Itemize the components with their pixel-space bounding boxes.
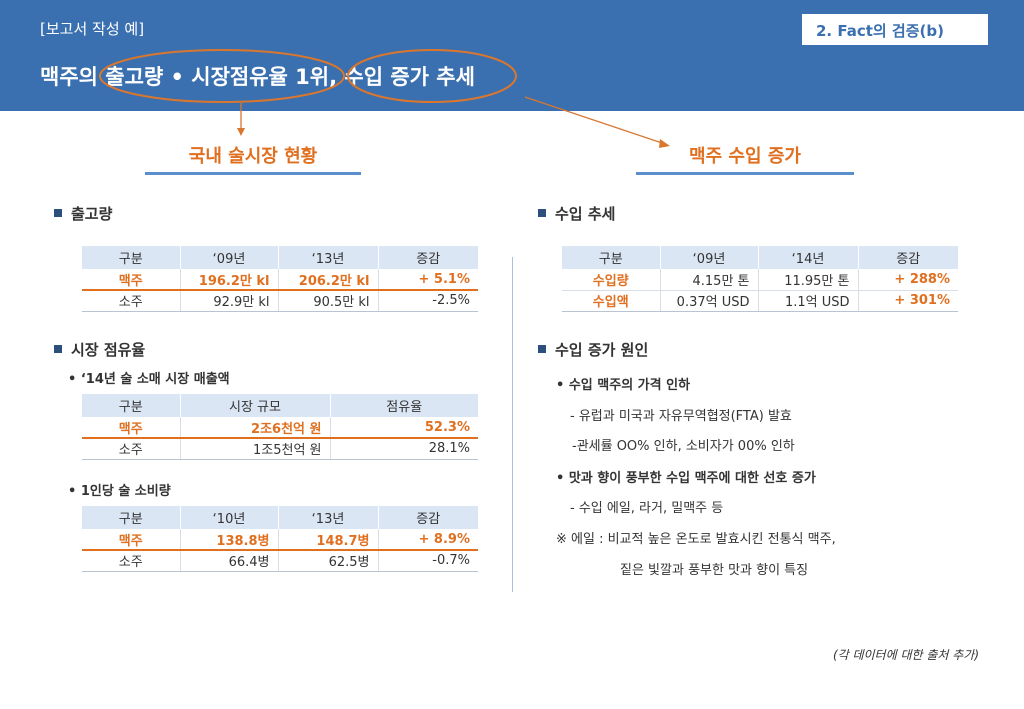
table-cell: 소주 [82, 438, 181, 460]
column-header: ‘13년 [278, 246, 379, 269]
left-section-underline [145, 172, 361, 175]
header-bar: [보고서 작성 예] 2. Fact의 검증(b) 맥주의 출고량 • 시장점유… [0, 0, 1024, 111]
table-cell: 138.8병 [180, 529, 279, 551]
table-cell: + 5.1% [378, 269, 478, 291]
table-cell: + 301% [858, 290, 958, 312]
table-row: 수입액 0.37억 USD 1.1억 USD + 301% [562, 290, 958, 312]
import-reason-heading: 수입 증가 원인 [538, 339, 648, 360]
column-header: ‘09년 [180, 246, 279, 269]
reason-line: • 수입 맥주의 가격 인하 [556, 378, 691, 393]
consumption-table: 구분 ‘10년 ‘13년 증감 맥주 138.8병 148.7병 + 8.9% … [82, 506, 478, 572]
table-cell: 90.5만 kl [278, 290, 379, 312]
table-cell: 148.7병 [278, 529, 379, 551]
shipment-table: 구분 ‘09년 ‘13년 증감 맥주 196.2만 kl 206.2만 kl +… [82, 246, 478, 312]
reason-line: - 수입 에일, 라거, 밀맥주 등 [570, 501, 724, 516]
table-cell: 소주 [82, 290, 181, 312]
table-row: 소주 66.4병 62.5병 -0.7% [82, 550, 478, 572]
table-row: 수입량 4.15만 톤 11.95만 톤 + 288% [562, 269, 958, 291]
market-share-heading: 시장 점유율 [54, 339, 145, 360]
table-cell: 2조6천억 원 [180, 417, 331, 439]
table-header-row: 구분 ‘10년 ‘13년 증감 [82, 506, 478, 529]
table-header-row: 구분 ‘09년 ‘13년 증감 [82, 246, 478, 269]
column-header: 구분 [82, 246, 181, 269]
table-cell: 맥주 [82, 529, 181, 551]
column-header: 증감 [858, 246, 958, 269]
shipment-heading: 출고량 [54, 203, 112, 224]
table-cell: 62.5병 [278, 550, 379, 572]
column-header: ‘14년 [758, 246, 859, 269]
square-bullet-icon [538, 209, 546, 217]
table-cell: 수입액 [562, 290, 661, 312]
table-cell: -0.7% [378, 550, 478, 572]
table-row: 소주 92.9만 kl 90.5만 kl -2.5% [82, 290, 478, 312]
column-header: ‘13년 [278, 506, 379, 529]
table-cell: + 288% [858, 269, 958, 291]
right-section-underline [636, 172, 854, 175]
table-cell: 소주 [82, 550, 181, 572]
table-cell: 1.1억 USD [758, 290, 859, 312]
table-cell: 수입량 [562, 269, 661, 291]
import-trend-heading: 수입 추세 [538, 203, 615, 224]
right-section-title: 맥주 수입 증가 [689, 146, 801, 167]
table-header-row: 구분 시장 규모 점유율 [82, 394, 478, 417]
retail-sales-table: 구분 시장 규모 점유율 맥주 2조6천억 원 52.3% 소주 1조5천억 원… [82, 394, 478, 460]
column-divider [512, 257, 513, 592]
column-header: 시장 규모 [180, 394, 331, 417]
table-cell: -2.5% [378, 290, 478, 312]
fact-label-box: 2. Fact의 검증(b) [802, 14, 988, 45]
table-cell: 0.37억 USD [660, 290, 759, 312]
table-cell: 52.3% [330, 417, 478, 439]
table-cell: 맥주 [82, 269, 181, 291]
footer-note: (각 데이터에 대한 출처 추가) [832, 648, 979, 662]
reason-line: • 맛과 향이 풍부한 수입 맥주에 대한 선호 증가 [556, 471, 816, 486]
table-row: 맥주 2조6천억 원 52.3% [82, 417, 478, 439]
table-row: 맥주 138.8병 148.7병 + 8.9% [82, 529, 478, 551]
column-header: 구분 [82, 394, 181, 417]
table-header-row: 구분 ‘09년 ‘14년 증감 [562, 246, 958, 269]
table-row: 맥주 196.2만 kl 206.2만 kl + 5.1% [82, 269, 478, 291]
reason-line: -관세률 OO% 인하, 소비자가 00% 인하 [572, 439, 795, 454]
left-section-title: 국내 술시장 현황 [188, 146, 318, 167]
table-cell: 4.15만 톤 [660, 269, 759, 291]
column-header: 증감 [378, 506, 478, 529]
column-header: ‘09년 [660, 246, 759, 269]
consumption-subheading: • 1인당 술 소비량 [68, 484, 171, 499]
import-trend-table: 구분 ‘09년 ‘14년 증감 수입량 4.15만 톤 11.95만 톤 + 2… [562, 246, 958, 312]
column-header: 구분 [82, 506, 181, 529]
reason-line: 짙은 빛깔과 풍부한 맛과 향이 특징 [620, 563, 809, 578]
table-cell: 92.9만 kl [180, 290, 279, 312]
column-header: 증감 [378, 246, 478, 269]
square-bullet-icon [54, 209, 62, 217]
table-row: 소주 1조5천억 원 28.1% [82, 438, 478, 460]
table-cell: 28.1% [330, 438, 478, 460]
retail-sales-subheading: • ‘14년 술 소매 시장 매출액 [68, 372, 230, 387]
table-cell: 66.4병 [180, 550, 279, 572]
square-bullet-icon [54, 345, 62, 353]
arrow-left-head [237, 128, 245, 136]
table-cell: 196.2만 kl [180, 269, 279, 291]
table-cell: + 8.9% [378, 529, 478, 551]
square-bullet-icon [538, 345, 546, 353]
column-header: 구분 [562, 246, 661, 269]
table-cell: 11.95만 톤 [758, 269, 859, 291]
reason-line: - 유럽과 미국과 자유무역협정(FTA) 발효 [570, 409, 792, 424]
table-cell: 206.2만 kl [278, 269, 379, 291]
report-label: [보고서 작성 예] [40, 20, 145, 38]
page-title: 맥주의 출고량 • 시장점유율 1위, 수입 증가 추세 [40, 65, 475, 89]
table-cell: 맥주 [82, 417, 181, 439]
column-header: 점유율 [330, 394, 478, 417]
table-cell: 1조5천억 원 [180, 438, 331, 460]
reason-line: ※ 에일 : 비교적 높은 온도로 발효시킨 전통식 맥주, [556, 532, 836, 547]
column-header: ‘10년 [180, 506, 279, 529]
